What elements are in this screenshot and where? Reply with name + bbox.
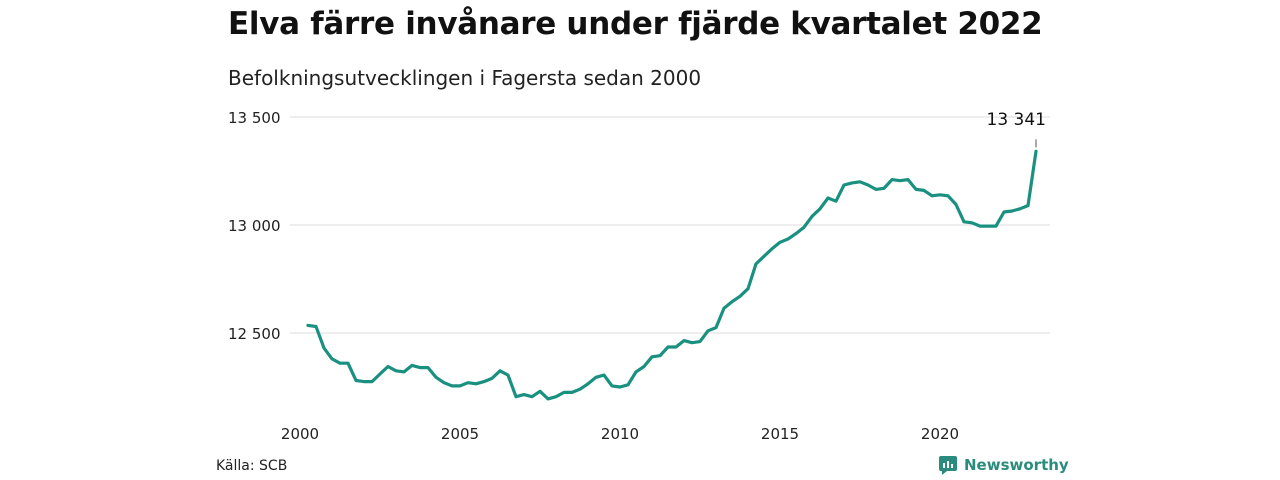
y-tick-label: 13 000 — [228, 217, 281, 235]
x-tick-label: 2010 — [601, 425, 639, 443]
x-tick-label: 2015 — [761, 425, 799, 443]
chart-subtitle: Befolkningsutvecklingen i Fagersta sedan… — [228, 66, 702, 90]
series-line — [306, 149, 1038, 401]
x-tick-label: 2000 — [281, 425, 319, 443]
brand-logo: Newsworthy — [938, 455, 1069, 475]
brand-name: Newsworthy — [964, 456, 1069, 474]
source-note: Källa: SCB — [216, 458, 288, 474]
chart-title: Elva färre invånare under fjärde kvartal… — [228, 6, 1043, 42]
y-tick-label: 12 500 — [228, 325, 281, 343]
y-tick-label: 13 500 — [228, 109, 281, 127]
end-value-label: 13 341 — [987, 110, 1046, 130]
newsworthy-logo-icon — [939, 456, 957, 475]
x-tick-label: 2005 — [441, 425, 479, 443]
x-tick-label: 2020 — [921, 425, 959, 443]
